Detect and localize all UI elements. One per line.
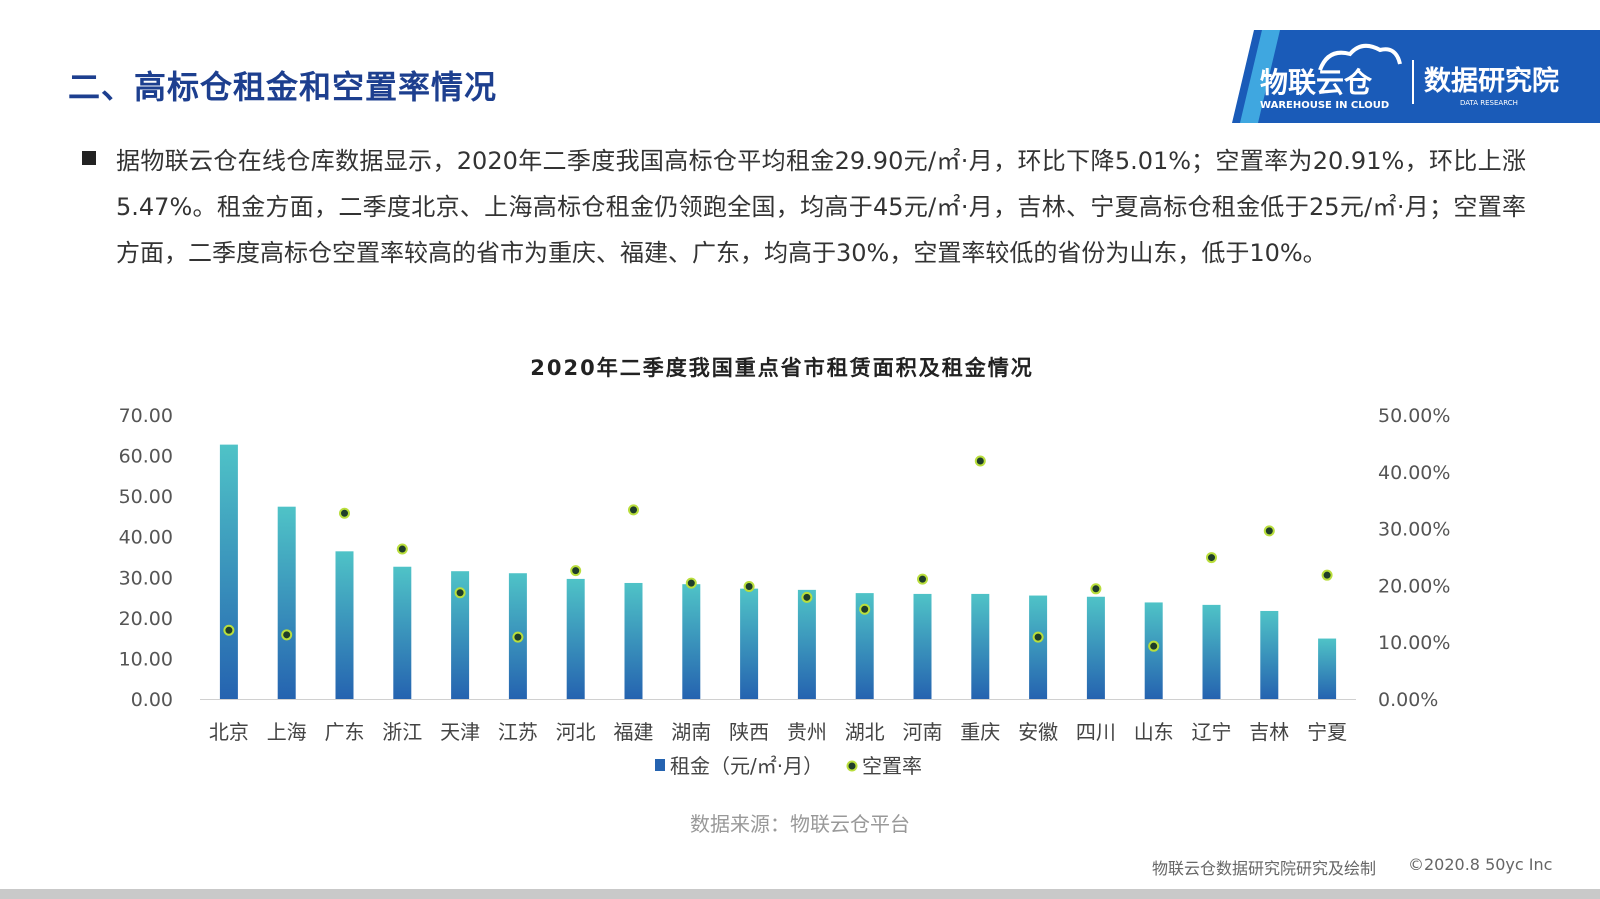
point-vacancy	[512, 631, 524, 643]
bottom-bar	[0, 889, 1600, 899]
point-vacancy	[1032, 631, 1044, 643]
point-vacancy	[1090, 583, 1102, 595]
brand-logo: 物联云仓 WAREHOUSE IN CLOUD 数据研究院 DATA RESEA…	[1232, 30, 1600, 123]
y-right-tick-label: 10.00%	[1378, 632, 1450, 654]
logo-brand-cn: 物联云仓	[1260, 66, 1373, 99]
y-right-tick-label: 30.00%	[1378, 519, 1450, 541]
y-left-tick-label: 60.00	[119, 446, 173, 468]
bar-rent	[913, 593, 932, 699]
logo-research-en: DATA RESEARCH	[1460, 99, 1518, 107]
footer-copyright: ©2020.8 50yc Inc	[1408, 855, 1553, 874]
point-vacancy	[628, 504, 639, 516]
y-right-tick-label: 40.00%	[1378, 462, 1450, 484]
point-vacancy	[1148, 640, 1160, 652]
bar-rent	[277, 506, 296, 699]
page-title: 二、高标仓租金和空置率情况	[68, 68, 498, 106]
bullet-square-icon	[82, 151, 96, 165]
legend-vacancy-label: 空置率	[862, 754, 922, 778]
bar-rent	[971, 593, 990, 699]
x-tick-label: 北京	[209, 720, 249, 744]
y-left-tick-label: 70.00	[119, 405, 173, 427]
x-tick-label: 浙江	[382, 720, 422, 744]
chart-area: 2020年二季度我国重点省市租赁面积及租金情况 0.00 10.00 20.00 30.…	[0, 350, 1600, 790]
bar-rent	[682, 584, 701, 699]
x-tick-label: 天津	[440, 720, 480, 744]
x-tick-label: 辽宁	[1192, 720, 1232, 744]
x-tick-label: 湖南	[671, 720, 711, 744]
x-tick-label: 上海	[267, 720, 307, 744]
legend-rent-swatch	[655, 759, 665, 771]
x-tick-label: 山东	[1134, 720, 1174, 744]
point-vacancy	[1321, 569, 1333, 581]
point-vacancy	[454, 587, 466, 599]
y-left-tick-label: 50.00	[119, 486, 173, 508]
point-vacancy	[396, 543, 408, 555]
x-tick-label: 广东	[325, 720, 365, 744]
rent-vacancy-chart: 2020年二季度我国重点省市租赁面积及租金情况 0.00 10.00 20.00 30.…	[119, 356, 1451, 778]
point-vacancy	[1206, 552, 1217, 564]
x-tick-label: 重庆	[960, 720, 1000, 744]
bar-rent	[797, 589, 816, 699]
data-source: 数据来源：物联云仓平台	[690, 812, 910, 836]
x-tick-label: 陕西	[729, 720, 769, 744]
y-left-tick-label: 40.00	[119, 527, 173, 549]
bar-rent	[855, 593, 874, 699]
point-vacancy	[1263, 525, 1275, 537]
y-left-tick-label: 0.00	[131, 689, 173, 711]
point-vacancy	[223, 624, 235, 636]
bar-rent	[1318, 638, 1337, 699]
logo-brand-en: WAREHOUSE IN CLOUD	[1260, 100, 1389, 111]
bar-rent	[1202, 604, 1221, 699]
bar-rent	[740, 588, 759, 699]
point-vacancy	[743, 581, 755, 593]
y-right-tick-label: 50.00%	[1378, 405, 1450, 427]
bar-rent	[219, 444, 238, 699]
summary-paragraph: 据物联云仓在线仓库数据显示，2020年二季度我国高标仓平均租金29.90元/㎡·…	[116, 147, 1526, 267]
point-vacancy	[917, 573, 928, 585]
y-left-tick-label: 10.00	[119, 648, 173, 670]
x-tick-label: 贵州	[787, 720, 827, 744]
y-right-tick-label: 20.00%	[1378, 575, 1450, 597]
legend-rent-label: 租金（元/㎡·月）	[670, 754, 823, 778]
point-vacancy	[974, 455, 986, 467]
point-vacancy	[801, 591, 813, 603]
x-tick-label: 宁夏	[1307, 720, 1347, 744]
x-tick-label: 江苏	[498, 720, 538, 744]
logo-research-cn: 数据研究院	[1424, 65, 1559, 97]
point-vacancy	[281, 629, 293, 641]
x-tick-label: 湖北	[845, 720, 885, 744]
y-left-tick-label: 30.00	[119, 567, 173, 589]
point-vacancy	[685, 577, 697, 589]
x-tick-label: 河北	[556, 720, 596, 744]
point-vacancy	[339, 507, 350, 519]
bar-rent	[624, 582, 643, 699]
bar-rent	[1029, 595, 1048, 699]
y-left-tick-label: 20.00	[119, 608, 173, 630]
bar-rent	[566, 578, 585, 699]
bar-rent	[1260, 610, 1279, 699]
legend-vacancy-swatch	[846, 760, 858, 772]
bar-rent	[393, 566, 412, 699]
point-vacancy	[859, 603, 871, 615]
x-tick-label: 福建	[614, 720, 654, 744]
x-tick-label: 吉林	[1249, 720, 1289, 744]
bar-rent	[1086, 596, 1105, 699]
x-tick-label: 安徽	[1018, 720, 1058, 744]
x-tick-label: 河南	[903, 720, 943, 744]
x-tick-label: 四川	[1076, 720, 1116, 744]
point-vacancy	[570, 565, 582, 577]
chart-title: 2020年二季度我国重点省市租赁面积及租金情况	[530, 356, 1033, 380]
footer-credit: 物联云仓数据研究院研究及绘制	[1152, 859, 1377, 878]
bar-rent	[335, 551, 354, 699]
y-right-tick-label: 0.00%	[1378, 689, 1438, 711]
bar-rent	[451, 571, 470, 699]
